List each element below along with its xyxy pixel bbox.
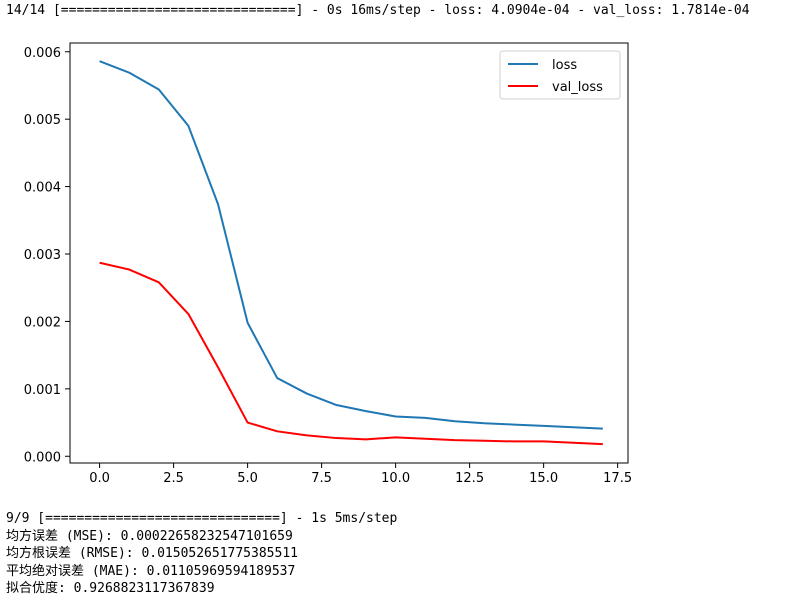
plot-area (70, 43, 628, 463)
x-tick-label: 2.5 (163, 471, 184, 486)
axis-layer: 0.0 2.5 5.0 7.5 10.0 12.5 15.0 17.5 0.000 0.001 0.… (24, 46, 632, 486)
x-tick-label: 7.5 (311, 471, 332, 486)
epoch-progress-line: 14/14 [==============================] -… (6, 3, 750, 18)
series-line-val-loss (99, 261, 603, 446)
loss-chart: 0.0 2.5 5.0 7.5 10.0 12.5 15.0 17.5 0.000 0.001 0.… (24, 42, 632, 486)
metric-mse: 均方误差 (MSE): 0.00022658232547101659 (6, 528, 293, 544)
evaluation-progress-line: 9/9 [==============================] - 1… (6, 511, 398, 526)
x-tick-label: 17.5 (603, 471, 632, 486)
y-tick-label: 0.003 (24, 248, 61, 263)
x-tick-label: 12.5 (455, 471, 484, 486)
metric-r2: 拟合优度: 0.9268823117367839 (6, 581, 215, 596)
y-tick-label: 0.004 (24, 181, 61, 196)
evaluation-output: 9/9 [==============================] - 1… (6, 510, 397, 598)
series-line-loss (99, 60, 603, 430)
y-tick-label: 0.006 (24, 46, 61, 61)
legend-label-loss: loss (552, 58, 577, 73)
series-layer (99, 60, 603, 446)
metric-rmse: 均方根误差 (RMSE): 0.015052651775385511 (6, 546, 298, 561)
plot-frame (69, 42, 629, 464)
y-tick-label: 0.001 (24, 383, 61, 398)
y-tick-label: 0.000 (24, 450, 61, 465)
x-tick-label: 15.0 (529, 471, 558, 486)
x-tick-label: 10.0 (381, 471, 410, 486)
x-tick-label: 5.0 (237, 471, 258, 486)
legend: loss val_loss (499, 50, 621, 100)
y-tick-label: 0.002 (24, 315, 61, 330)
y-tick-label: 0.005 (24, 113, 61, 128)
legend-label-val-loss: val_loss (552, 80, 603, 95)
x-tick-label: 0.0 (89, 471, 110, 486)
metric-mae: 平均绝对误差 (MAE): 0.01105969594189537 (6, 563, 296, 579)
